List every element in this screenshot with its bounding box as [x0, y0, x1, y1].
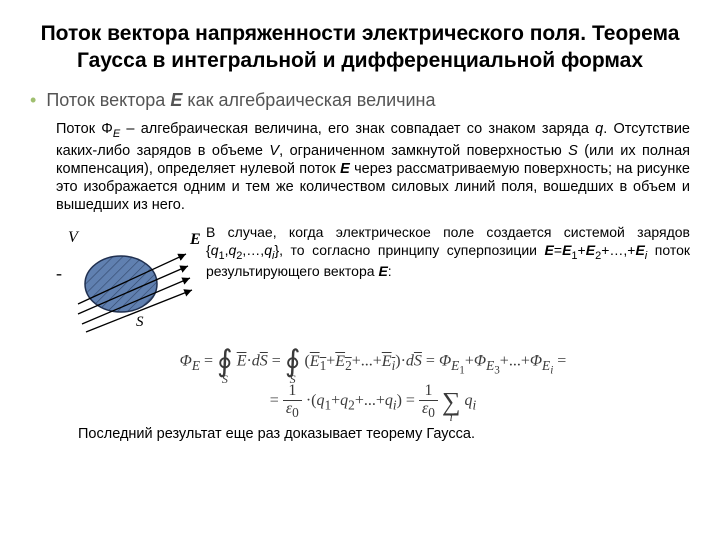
p1b: – алгебраическая величина, его знак совп…: [120, 121, 595, 137]
paragraph-2: В случае, когда электрическое поле созда…: [206, 224, 690, 339]
eq1-oint1: ∮S: [217, 347, 233, 377]
equation-line-1: ΦE = ∮S E·dS = ∮S (E1+E2+...+Ei)·dS = ΦE…: [56, 347, 690, 377]
subtitle-prefix: Поток вектора: [46, 90, 170, 110]
eq2-qi: q: [385, 392, 393, 409]
subtitle-suffix: как алгебраическая величина: [182, 90, 435, 110]
sp-E: E: [545, 242, 554, 258]
bullet-icon: •: [30, 89, 36, 112]
equation-line-2: = 1ε0 ·(q1+q2+...+qi) = 1ε0 ∑i qi: [56, 383, 690, 420]
field-diagram: V E S -: [56, 224, 206, 339]
eq1-dS: S: [260, 353, 268, 370]
eq1-Ei: E: [382, 353, 392, 370]
diagram-and-text: V E S - В случае, когда электрическое по…: [56, 224, 690, 339]
subtitle: Поток вектора E как алгебраическая велич…: [46, 89, 435, 112]
eq1-Phi3: Φ: [474, 353, 486, 370]
sp-p1: +: [578, 242, 586, 258]
diagram-V: V: [68, 229, 80, 246]
p2-s1: 1: [218, 249, 224, 261]
sp-tail: +…,+: [601, 242, 635, 258]
eq2-sum: ∑i: [442, 389, 461, 415]
sp-E1: E: [562, 242, 571, 258]
eq1-Phi: Φ: [180, 353, 192, 370]
slide-title: Поток вектора напряженности электрическо…: [30, 20, 690, 75]
p2-qi: q: [264, 242, 272, 258]
p1-V: V: [269, 143, 279, 159]
sp-E2: E: [586, 242, 595, 258]
p1a: Поток Φ: [56, 121, 113, 137]
p1-S: S: [568, 143, 578, 159]
eq1-Ebar: E: [237, 353, 247, 370]
subtitle-E: E: [170, 90, 182, 110]
eq2-frac1: 1ε0: [283, 383, 302, 420]
p2-Efinal: E: [378, 263, 387, 279]
p2d: :: [388, 263, 392, 279]
eq2-frac2: 1ε0: [419, 383, 438, 420]
diagram-minus: -: [56, 263, 62, 283]
eq1-E1: E: [310, 353, 320, 370]
eq1-dS2: S: [414, 353, 422, 370]
p2-dots: ,…,: [242, 242, 264, 258]
eq1-E2: E: [335, 353, 345, 370]
paragraph-1: Поток Φ E – алгебраическая величина, его …: [56, 120, 690, 214]
diagram-E: E: [189, 231, 201, 248]
sp-eq: =: [554, 242, 562, 258]
p2b: }, то согласно принципу суперпозиции: [274, 242, 544, 258]
sp-Ei: E: [635, 242, 644, 258]
eq2-q2: q: [340, 392, 348, 409]
diagram-svg: V E S -: [56, 224, 206, 339]
eq1-Phii: Φ: [530, 353, 542, 370]
subtitle-row: • Поток вектора E как алгебраическая вел…: [30, 89, 690, 112]
p1-E: E: [340, 161, 350, 177]
final-line: Последний результат еще раз доказывает т…: [78, 426, 690, 442]
eq1-oint2: ∮S: [285, 347, 301, 377]
eq1-Esub: E: [192, 358, 200, 373]
eq1-Phi1: Φ: [439, 353, 451, 370]
p1d: , ограниченном замкнутой поверхностью: [279, 143, 568, 159]
diagram-S: S: [136, 314, 144, 330]
